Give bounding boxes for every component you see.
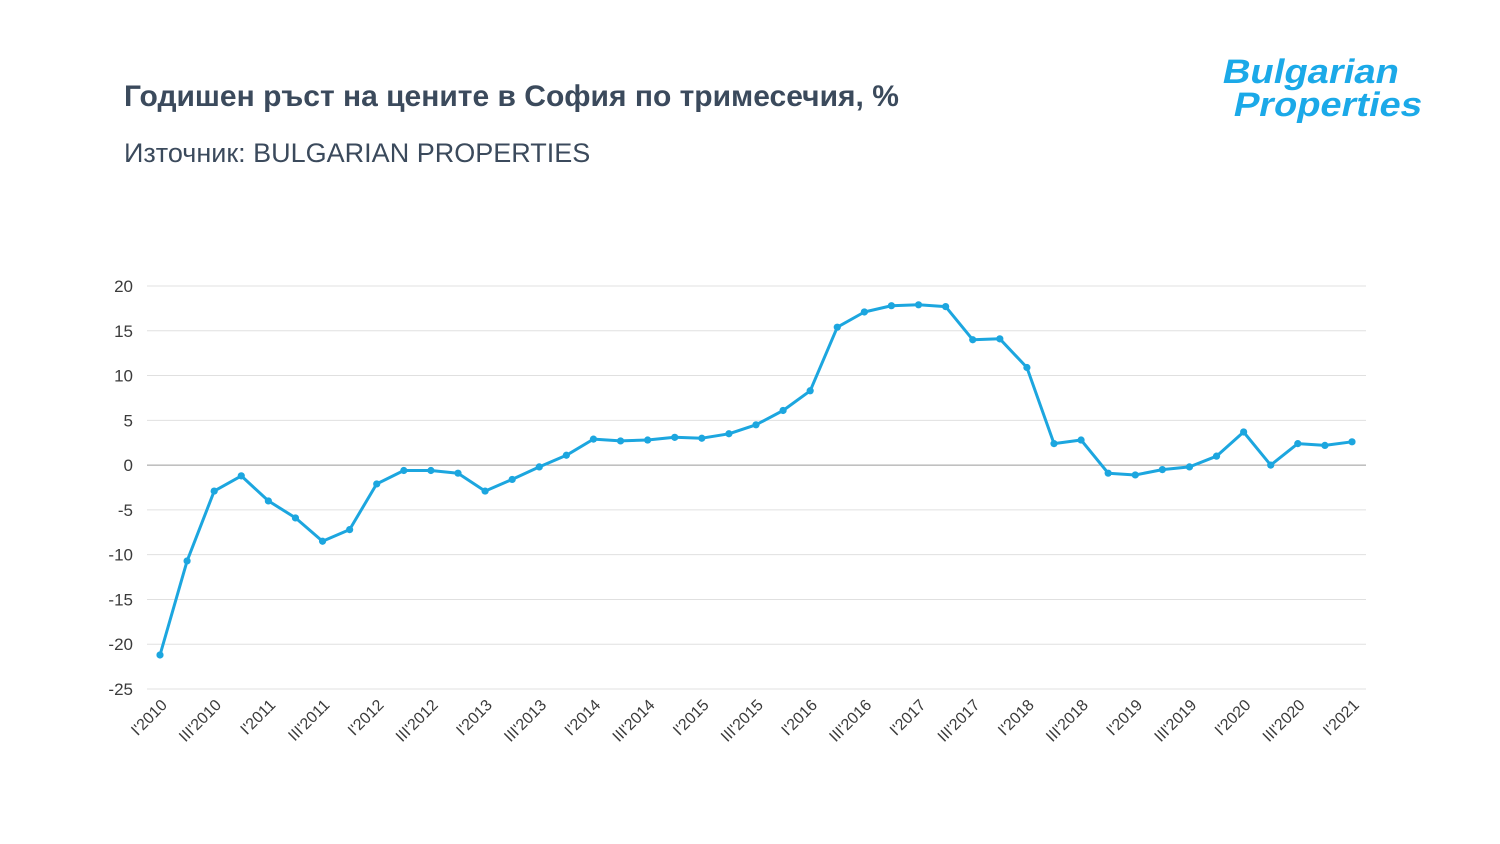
x-tick-label: I'2011 [238,697,280,739]
data-point [969,336,977,344]
y-tick-label: 5 [124,411,133,430]
series-line [158,303,1353,656]
y-tick-label: -5 [118,501,133,520]
data-point [1267,461,1275,469]
x-tick-label: I'2016 [779,697,822,740]
x-tick-label: I'2021 [1320,697,1363,740]
data-point [1212,452,1221,460]
y-axis-labels: 20 15 10 5 0 -5 -10 -15 -20 -25 [108,277,133,699]
data-point [1104,469,1112,477]
chart-title: Годишен ръст на цените в София по тримес… [124,80,899,113]
data-point [1023,363,1031,372]
y-tick-label: 15 [114,322,133,341]
logo-text-properties: Properties [1230,86,1426,124]
x-tick-label: I'2020 [1212,697,1255,740]
data-point [237,472,245,480]
data-point [1158,465,1166,474]
x-tick-label: III'2017 [935,697,984,746]
y-tick-label: -10 [108,546,133,565]
data-point [589,435,598,443]
x-tick-label: III'2015 [718,697,767,746]
data-point [373,480,381,488]
data-point [698,434,706,442]
data-point [1131,471,1139,479]
y-tick-label: -25 [108,680,133,699]
data-point [264,497,272,505]
data-point [156,651,164,659]
logo-text-bulgarian: Bulgarian [1219,53,1403,91]
x-tick-label: III'2013 [501,697,550,746]
x-tick-label: III'2016 [826,697,875,746]
x-tick-label: III'2019 [1152,697,1201,746]
x-tick-label: I'2010 [128,697,171,740]
data-point [942,302,950,311]
y-tick-label: 20 [114,277,133,296]
x-tick-label: III'2020 [1260,697,1309,746]
x-tick-label: III'2011 [285,697,333,745]
x-tick-label: III'2014 [610,697,659,746]
data-point [833,323,841,331]
data-point [616,437,625,445]
bulgarian-properties-logo: Bulgarian Properties [1219,53,1426,124]
chart-subtitle: Източник: BULGARIAN PROPERTIES [124,138,591,168]
x-tick-label: I'2015 [670,697,713,740]
x-tick-label: I'2013 [453,697,496,740]
data-point [806,387,814,395]
chart-gridlines [147,285,1366,690]
data-point [779,406,787,415]
data-point [346,525,354,534]
x-tick-label: III'2012 [393,697,442,746]
data-point [427,466,435,475]
data-point [400,466,408,475]
data-series [156,301,1356,659]
y-tick-label: -20 [108,635,133,654]
data-point [508,475,516,484]
x-tick-label: I'2018 [995,697,1038,740]
data-point [644,436,652,444]
data-point [1348,438,1356,446]
x-tick-label: I'2019 [1104,697,1147,740]
data-point [210,487,218,495]
data-point [562,451,570,459]
data-point [752,421,760,429]
x-tick-label: III'2018 [1043,697,1092,746]
x-tick-label: I'2017 [887,697,930,740]
data-point [860,308,868,316]
data-point [291,514,300,522]
x-tick-label: III'2010 [176,697,225,746]
data-point [725,430,733,438]
data-point [914,301,923,309]
data-point [1321,441,1329,450]
x-axis-labels: I'2010 III'2010 I'2011 III'2011 I'2012 III'20… [128,697,1363,746]
data-point [535,463,543,471]
y-tick-label: 10 [114,367,133,386]
x-tick-label: I'2012 [345,697,388,740]
data-point [1240,428,1248,436]
y-tick-label: -15 [108,590,133,609]
data-point [1050,440,1058,448]
data-point [671,433,679,441]
data-point [1185,463,1194,471]
x-tick-label: I'2014 [562,697,605,740]
data-point [887,302,896,310]
y-tick-label: 0 [124,456,133,475]
data-point [318,537,327,545]
data-point [1077,436,1085,444]
data-point [481,487,489,495]
data-point [1294,440,1302,448]
data-point [996,335,1004,343]
data-point [183,557,191,565]
data-point [454,469,462,477]
